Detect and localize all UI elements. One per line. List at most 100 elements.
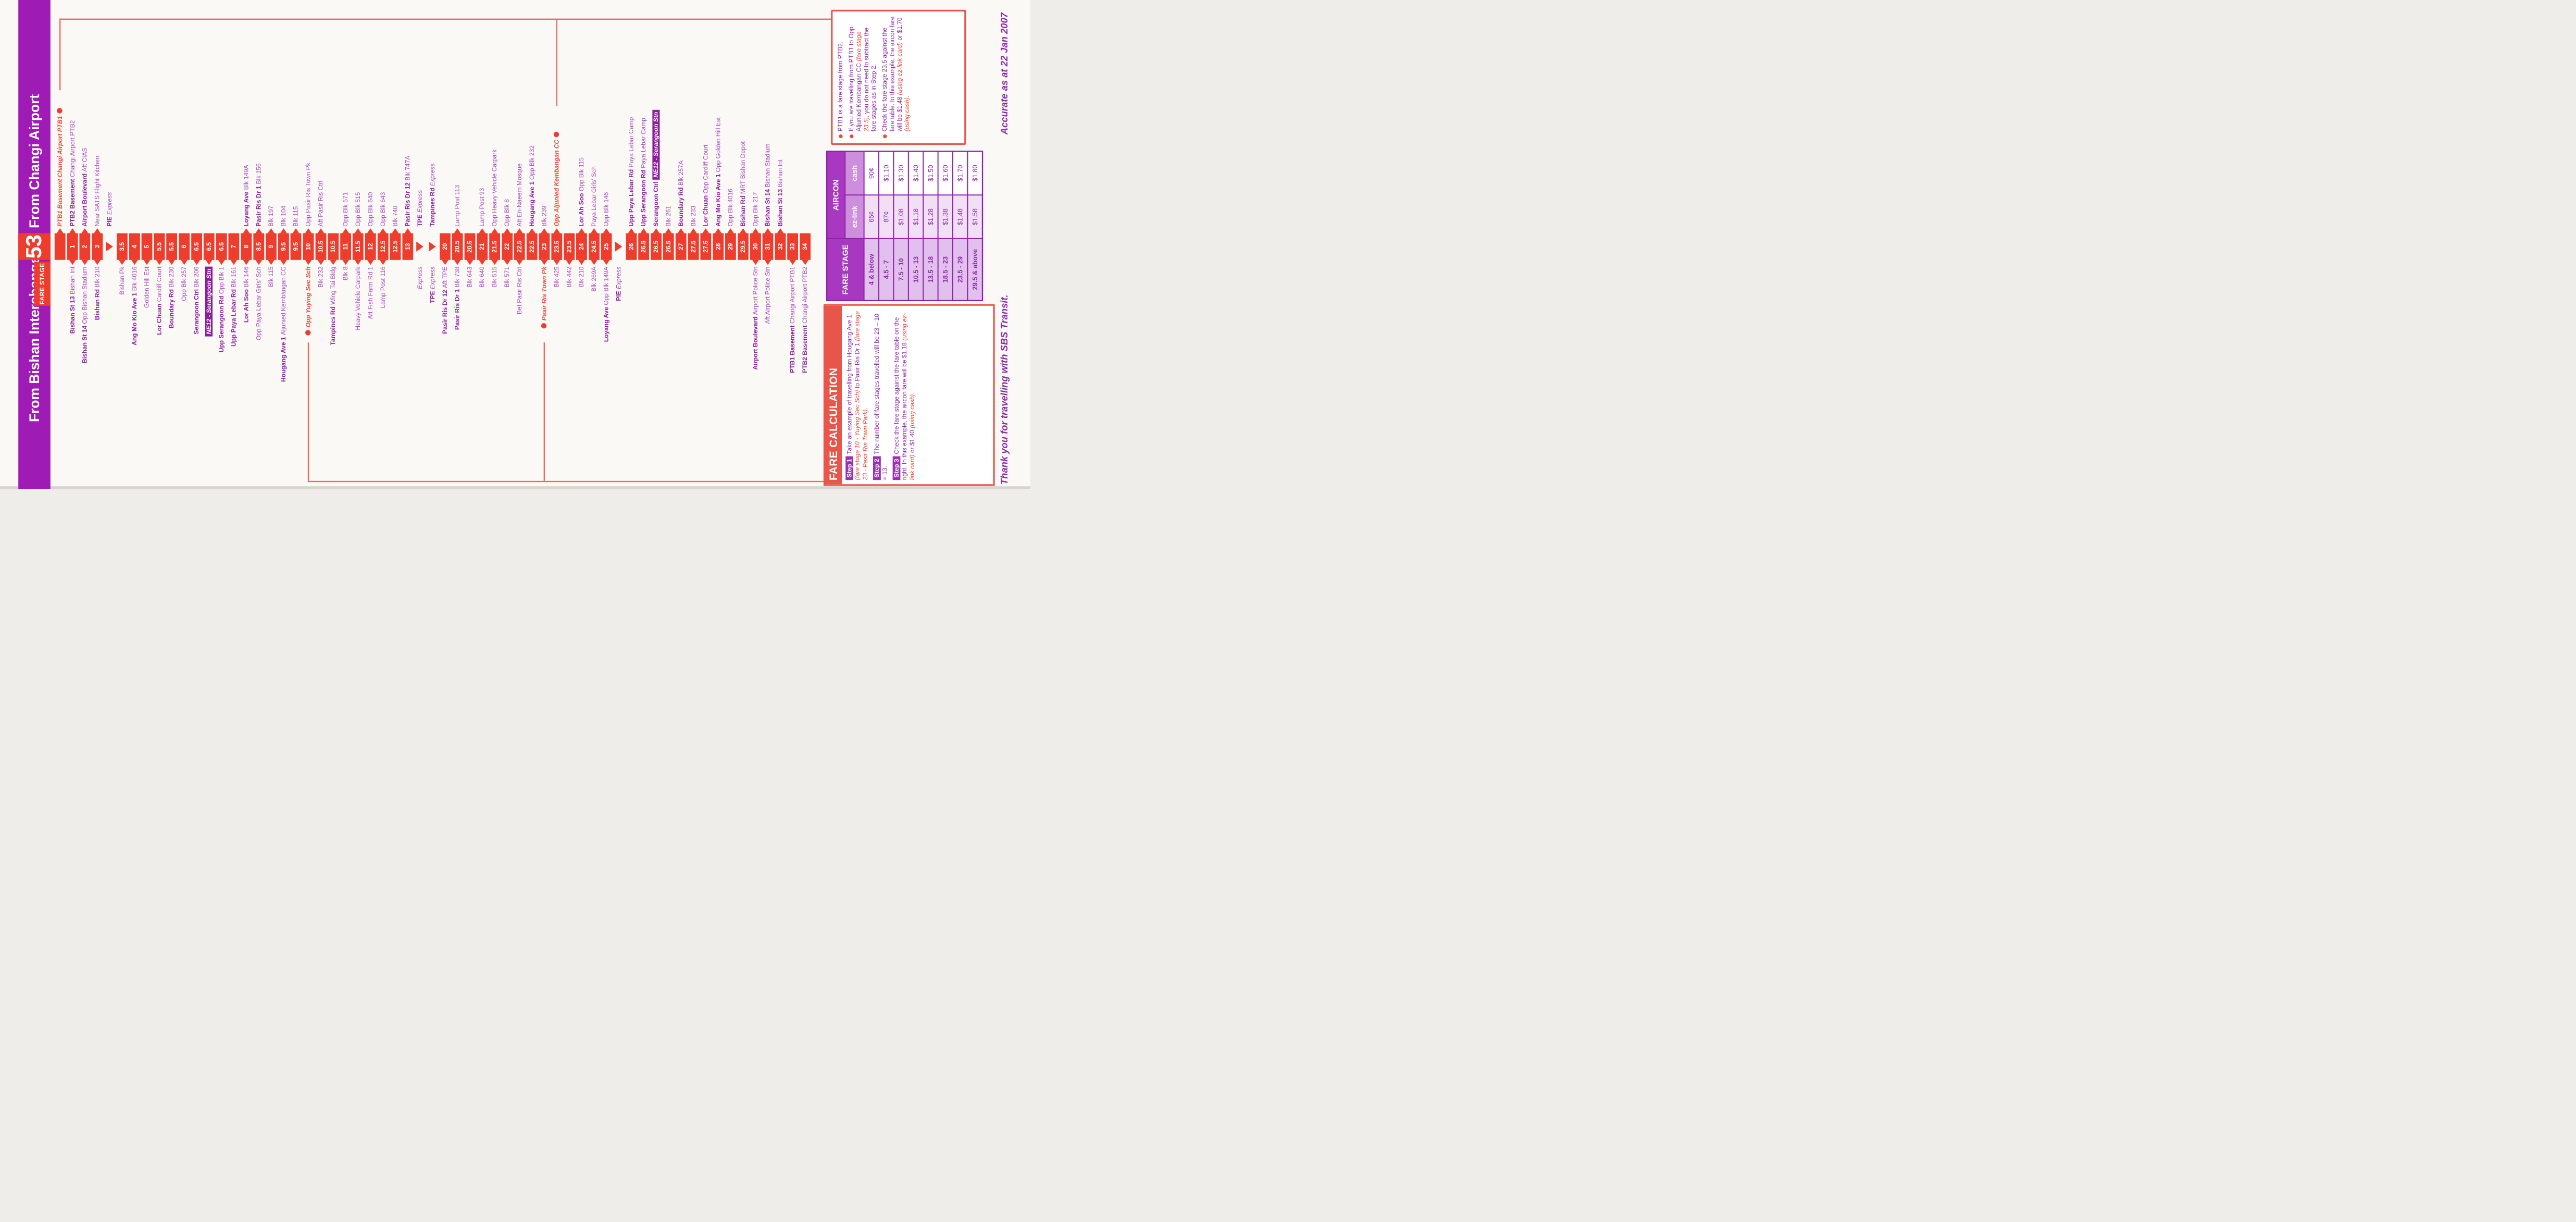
note-item: Check the fare stage 23.5 against the fa… xyxy=(881,17,911,139)
fare-table-ezlink-cell: $1.48 xyxy=(953,195,967,238)
stop-name-left: Airport Boulevard Airport Police Stn xyxy=(752,267,759,370)
stop-name-main: PIE xyxy=(615,289,623,301)
fare-table-ezlink-cell: $1.08 xyxy=(894,195,908,238)
stop-name-sub: Aft Fish Farm Rd 1 xyxy=(367,266,374,319)
stop-name-left: Bef Pasir Ris Ctrl xyxy=(516,267,523,314)
fare-stage-box: 30 xyxy=(750,233,761,260)
fare-calculation-title: FARE CALCULATION xyxy=(825,305,842,485)
stop-name-main: Tampines Rd xyxy=(429,186,436,227)
stop-name-right: Loyang Ave Blk 149A xyxy=(243,165,250,226)
stop-name-left: Pasir Ris Town Pk xyxy=(541,267,548,331)
stop-name-main: Lor Ah Soo xyxy=(243,287,250,323)
example-stub-pasirris xyxy=(543,342,545,481)
note-bullet-icon xyxy=(883,134,887,139)
route-arrow-left xyxy=(802,260,808,265)
stop-name-left: Opp Paya Lebar Girls' Sch xyxy=(255,267,263,341)
stop-name-sub: Blk 257A xyxy=(677,161,685,186)
stop-name-sub: Blk 738 xyxy=(454,266,461,288)
route-arrow-left xyxy=(168,260,176,265)
fare-stage-box: 22.5 xyxy=(514,233,525,260)
stop-name-left: Upp Serangoon Rd Opp Blk 1 xyxy=(218,267,225,353)
fare-stage-box: 27 xyxy=(675,233,687,260)
stop-name-left: Golden Hill Est xyxy=(143,267,151,308)
fare-stage-box: 9.5 xyxy=(278,233,289,260)
stop-name-sub: Paya Lebar Camp xyxy=(628,117,635,168)
stop-name-left: Express xyxy=(417,267,424,289)
stop-name-main: Pasir Ris Dr 12 xyxy=(404,180,412,227)
route-arrow-left xyxy=(205,260,213,265)
fare-stage-box: 11.5 xyxy=(352,233,364,260)
fare-stage-box: 21.5 xyxy=(489,233,500,260)
route-arrow-right xyxy=(727,228,734,233)
step-badge: Step 2 xyxy=(873,456,881,480)
stop-name-main: Bishan St 13 xyxy=(69,294,76,334)
route-arrow-right xyxy=(479,228,486,233)
route-arrow-right xyxy=(404,228,412,233)
stop-name-sub: Aft CIAS xyxy=(81,147,89,172)
route-arrow-left xyxy=(491,260,498,265)
stop-name-sub: Blk 206 xyxy=(193,266,200,288)
fare-stage-box: 24.5 xyxy=(588,233,600,260)
example-dot xyxy=(541,323,547,329)
fare-stage-box xyxy=(54,233,66,260)
stop-name-express: Express xyxy=(429,163,436,187)
step-text-segment: . xyxy=(862,408,869,410)
route-arrow-right xyxy=(541,228,548,233)
fare-stage-box: 9 xyxy=(266,233,277,260)
fare-calculation-panel: FARE CALCULATION Step 1 Take an example o… xyxy=(823,304,995,486)
stop-name-main: Lor Ah Soo xyxy=(578,191,585,227)
stop-name-text: PTB1 Basement Changi Airport PTB1 xyxy=(56,116,64,227)
stop-name-sub: Airport Police Stn xyxy=(752,266,759,315)
fare-stage-box: 10.5 xyxy=(315,233,327,260)
fare-stage-label: FARE STAGE xyxy=(34,262,51,306)
route-arrow-right xyxy=(640,228,648,233)
stop-name-sub: Blk 115 xyxy=(267,266,275,287)
step-text-segment: (using cash) xyxy=(909,394,916,428)
stop-name-right: Opp Blk 640 xyxy=(367,192,374,227)
fare-table-stage-cell: 10.5 - 13 xyxy=(909,239,923,300)
stop-name-sub: Blk 146 xyxy=(243,266,250,288)
fare-table-cash-cell: $1.50 xyxy=(924,152,938,195)
example-dot xyxy=(57,108,63,114)
stop-name-right: Blk 104 xyxy=(280,206,288,227)
stop-name-right: Blk 261 xyxy=(665,206,673,227)
fare-stage-box: 5 xyxy=(141,233,153,260)
stop-name-right: Pasir Ris Dr 12 Blk 747A xyxy=(404,156,412,227)
stop-name-left: Blk 640 xyxy=(479,267,486,288)
route-arrow-right xyxy=(94,228,101,233)
fare-stage-box: 10 xyxy=(303,233,314,260)
stop-name-express: Express xyxy=(416,190,424,213)
fare-stage-box: 26.5 xyxy=(663,233,674,260)
scan-edge-band xyxy=(0,486,1030,489)
example-dot xyxy=(305,330,311,336)
fare-stage-box: 6 xyxy=(179,233,190,260)
fare-table-cash-cell: $1.10 xyxy=(879,152,893,195)
fare-stage-box: 26 xyxy=(626,233,637,260)
stop-name-right: TPE Express xyxy=(417,190,424,227)
route-arrow-left xyxy=(330,260,337,265)
fare-stage-box: 2 xyxy=(79,233,91,260)
stop-name-sub: Blk 643 xyxy=(466,266,474,288)
route-arrow-left xyxy=(69,260,76,265)
note-text-segment: or $1.70 xyxy=(896,17,903,42)
fare-table-stage-cell: 23.5 - 29 xyxy=(953,239,967,300)
stop-name-sub: Blk 233 xyxy=(690,205,697,227)
stop-name-express: Express xyxy=(615,266,623,289)
stop-name-left: Blk 515 xyxy=(491,267,499,288)
stop-name-text: Opp Aljunied Kembangan CC xyxy=(553,139,561,227)
route-arrow-left xyxy=(280,260,287,265)
route-arrow-left xyxy=(379,260,387,265)
route-arrow-left xyxy=(541,260,548,265)
stop-name-right: Bishan St 14 Bishan Stadium xyxy=(764,143,771,226)
step-text-segment: (fare stage 10 - Yuying Sec Sch) xyxy=(854,390,861,480)
stop-name-sub: Blk 269A xyxy=(590,266,598,292)
route-arrow-right xyxy=(268,228,275,233)
stop-name-right: Lamp Post 93 xyxy=(479,188,486,227)
route-arrow-left xyxy=(305,260,312,265)
stop-name-right: Lor Ah Soo Opp Blk 115 xyxy=(578,157,586,227)
route-arrow-right xyxy=(740,228,746,233)
stop-name-left: Lor Ah Soo Blk 146 xyxy=(243,267,250,323)
stop-name-sub: Opp Blk 1 xyxy=(218,266,225,294)
stop-name-left: Bishan Rd Blk 210 xyxy=(94,267,101,320)
stop-name-sub: Blk 4016 xyxy=(131,266,138,291)
